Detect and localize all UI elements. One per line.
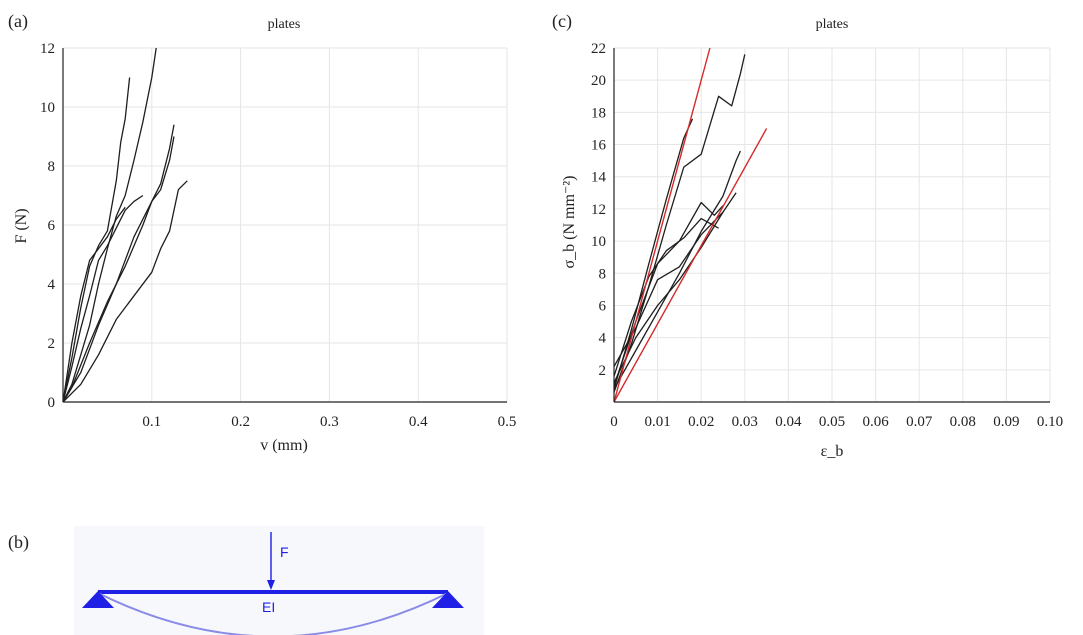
panel-c-title: plates: [816, 17, 849, 32]
panel-a-x-tick-label: 0.5: [498, 414, 517, 430]
stiffness-label: EI: [262, 599, 275, 615]
panel-c-label: (c): [552, 11, 572, 32]
panel-c-series-line: [613, 217, 719, 377]
panel-c-x-tick-label: 0.01: [644, 414, 670, 430]
panel-a-title: plates: [268, 17, 301, 32]
panel-b: (b) F EI: [8, 526, 484, 635]
panel-a-y-ticks: 0 2 4 6 8 10 12: [40, 41, 56, 411]
deflection-curve: [97, 592, 449, 635]
panel-c-x-tick-label: 0.04: [775, 414, 802, 430]
panel-a-series-line: [62, 194, 144, 403]
panel-a-series-line: [62, 77, 131, 403]
panel-c-x-tick-label: 0.07: [906, 414, 933, 430]
panel-a-series-line: [62, 136, 175, 403]
left-support: [82, 591, 114, 608]
panel-a-label: (a): [8, 11, 28, 32]
panel-c-x-tick-label: 0.09: [993, 414, 1019, 430]
panel-c-y-tick-label: 12: [591, 202, 606, 218]
panel-c-series-line: [613, 150, 741, 390]
panel-a-grid: [63, 47, 508, 403]
panel-b-label: (b): [8, 532, 29, 553]
panel-a-y-tick-label: 2: [48, 336, 56, 352]
panel-c-y-tick-label: 6: [599, 298, 607, 314]
panel-c-series-line: [613, 54, 746, 393]
panel-c-series: [613, 54, 746, 393]
panel-c-y-tick-label: 10: [591, 234, 606, 250]
panel-a-y-tick-label: 12: [40, 41, 55, 57]
panel-a-y-tick-label: 8: [48, 159, 56, 175]
panel-a-series-line: [62, 206, 126, 403]
panel-a-series: [62, 47, 188, 403]
panel-c-fit-line: [613, 128, 768, 403]
panel-c-y-tick-label: 16: [591, 138, 607, 154]
panel-c-axes: [613, 48, 1050, 403]
panel-c-series-line: [613, 192, 737, 383]
panel-c-y-tick-label: 22: [591, 41, 606, 57]
panel-c-x-tick-label: 0.06: [862, 414, 889, 430]
panel-a-y-tick-label: 6: [48, 218, 56, 234]
panel-c-y-axis-label: σ_b (N mm⁻²): [561, 176, 578, 269]
panel-c: (c) plates 0 0.01 0.02 0.03 0.04 0.05 0.06 0.07…: [552, 11, 1063, 460]
panel-a-x-tick-label: 0.1: [142, 414, 161, 430]
panel-a-x-tick-label: 0.2: [231, 414, 250, 430]
panel-a-x-tick-label: 0.3: [320, 414, 339, 430]
panel-c-x-tick-label: 0.08: [950, 414, 976, 430]
panel-c-y-tick-label: 2: [599, 363, 607, 379]
beam-diagram-background: [74, 526, 484, 635]
panel-c-x-tick-label: 0.05: [819, 414, 845, 430]
panel-c-series-line: [613, 201, 724, 387]
panel-c-x-tick-label: 0.10: [1037, 414, 1063, 430]
panel-c-series-line: [613, 118, 694, 390]
panel-a-x-ticks: 0.1 0.2 0.3 0.4 0.5: [142, 414, 516, 430]
force-label: F: [280, 544, 289, 560]
panel-c-y-tick-label: 18: [591, 105, 606, 121]
panel-c-y-tick-label: 20: [591, 73, 606, 89]
panel-c-y-tick-label: 14: [591, 170, 607, 186]
panel-a-y-tick-label: 4: [48, 277, 56, 293]
panel-c-x-tick-label: 0.02: [688, 414, 714, 430]
panel-a-y-axis-label: F (N): [13, 208, 30, 243]
panel-c-x-tick-label: 0.03: [732, 414, 758, 430]
panel-c-y-tick-label: 8: [599, 266, 607, 282]
right-support: [432, 591, 464, 608]
panel-a-series-line: [62, 47, 157, 403]
panel-a-x-axis-label: v (mm): [260, 437, 308, 454]
panel-c-fit-lines: [613, 47, 768, 403]
panel-a-y-tick-label: 10: [40, 100, 55, 116]
panel-a-y-tick-label: 0: [48, 395, 56, 411]
panel-a-x-tick-label: 0.4: [409, 414, 428, 430]
panel-c-fit-line: [613, 47, 711, 403]
panel-c-y-ticks: 2 4 6 8 10 12 14 16 18 20 22: [591, 41, 607, 379]
panel-a-series-line: [62, 124, 175, 403]
panel-a-axes: [62, 48, 507, 403]
panel-a-series-line: [62, 180, 188, 403]
panel-c-x-ticks: 0 0.01 0.02 0.03 0.04 0.05 0.06 0.07 0.08 0.09 0.1…: [610, 414, 1063, 430]
panel-c-y-tick-label: 4: [599, 331, 607, 347]
panel-c-x-axis-label: ε_b: [821, 443, 844, 460]
force-arrowhead: [267, 580, 275, 590]
panel-c-grid: [613, 47, 1051, 402]
panel-c-x-tick-label: 0: [610, 414, 618, 430]
panel-a: (a) plates 0.1 0.2 0.3 0.4 0.5 0 2 4 6 8 10 12 v (…: [8, 11, 516, 454]
